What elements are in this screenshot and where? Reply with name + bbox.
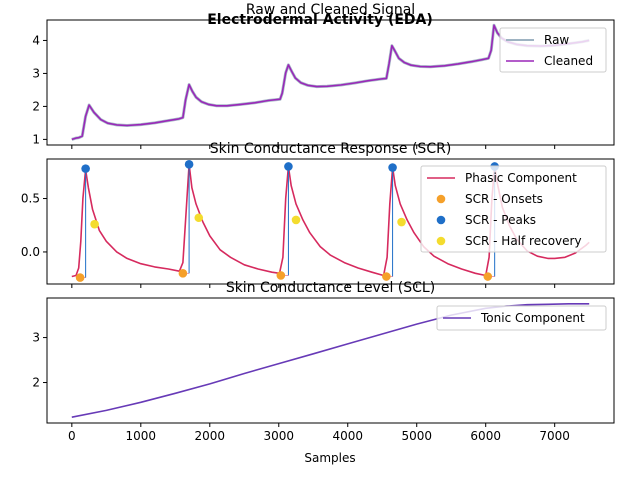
x-tick-label: 5000 bbox=[401, 429, 432, 443]
panel-title: Raw and Cleaned Signal bbox=[246, 2, 415, 18]
x-tick-label: 3000 bbox=[263, 429, 294, 443]
x-tick-label: 1000 bbox=[126, 429, 157, 443]
x-tick-label: 2000 bbox=[195, 429, 226, 443]
legend-label: SCR - Peaks bbox=[465, 213, 536, 227]
marker-scr-half-recovery bbox=[194, 213, 204, 223]
x-tick-label: 6000 bbox=[470, 429, 501, 443]
legend-swatch-dot bbox=[436, 215, 446, 225]
marker-scr-half-recovery bbox=[90, 219, 99, 229]
x-tick-label: 7000 bbox=[539, 429, 570, 443]
legend-box bbox=[420, 165, 607, 253]
legend: Tonic Component bbox=[436, 305, 607, 331]
x-axis-label: Samples bbox=[304, 451, 355, 465]
panel-title: Skin Conductance Response (SCR) bbox=[210, 141, 452, 157]
panel-3: Skin Conductance Level (SCL) 2 3 0 1000 2000 3… bbox=[32, 280, 615, 443]
legend-label: Tonic Component bbox=[480, 311, 585, 325]
y-tick-label: 4 bbox=[32, 33, 40, 47]
axes-frame bbox=[46, 19, 615, 146]
y-tick-label: 3 bbox=[32, 331, 40, 345]
y-tick-label: 2 bbox=[32, 99, 40, 113]
x-tick-label: 4000 bbox=[332, 429, 363, 443]
marker-scr-peaks bbox=[388, 163, 397, 172]
axes-frame bbox=[46, 297, 615, 424]
legend-label: SCR - Half recovery bbox=[465, 234, 582, 248]
marker-scr-onsets bbox=[178, 269, 188, 278]
legend-label: Cleaned bbox=[544, 54, 593, 68]
marker-scr-half-recovery bbox=[397, 217, 406, 227]
marker-scr-peaks bbox=[184, 160, 194, 169]
axes-frame bbox=[46, 158, 615, 285]
panel-2: Skin Conductance Response (SCR) 0.0 0.5 Pha… bbox=[21, 141, 615, 288]
axes-root: Raw and Cleaned Signal 1 2 3 4 Raw Cleaned Skin… bbox=[21, 2, 615, 443]
legend: Phasic Component SCR - Onsets SCR - Peaks S… bbox=[420, 165, 607, 253]
series-line-cleaned bbox=[71, 24, 590, 141]
y-tick-label: 1 bbox=[32, 132, 40, 146]
y-tick-label: 0.0 bbox=[21, 245, 40, 259]
panel-title: Skin Conductance Level (SCL) bbox=[226, 280, 435, 296]
series-line-tonic-component bbox=[71, 303, 590, 418]
marker-scr-peaks bbox=[81, 164, 90, 173]
figure-suptitle: Electrodermal Activity (EDA) bbox=[207, 12, 433, 28]
legend-swatch-dot bbox=[436, 194, 446, 204]
y-tick-label: 3 bbox=[32, 66, 40, 80]
legend-swatch-dot bbox=[436, 236, 446, 246]
plot-area bbox=[71, 23, 590, 141]
panel-1: Raw and Cleaned Signal 1 2 3 4 Raw Cleaned bbox=[32, 2, 615, 149]
marker-scr-onsets bbox=[382, 272, 391, 281]
marker-scr-onsets bbox=[483, 272, 493, 281]
x-tick-label: 0 bbox=[68, 429, 76, 443]
marker-scr-onsets bbox=[75, 273, 85, 282]
plot-area bbox=[71, 303, 590, 418]
marker-scr-onsets bbox=[276, 271, 286, 280]
legend-label: Raw bbox=[544, 33, 569, 47]
marker-scr-peaks bbox=[284, 162, 293, 171]
y-tick-label: 2 bbox=[32, 376, 40, 390]
legend: Raw Cleaned bbox=[499, 27, 607, 73]
legend-label: SCR - Onsets bbox=[465, 192, 543, 206]
y-tick-label: 0.5 bbox=[21, 192, 40, 206]
legend-box bbox=[436, 305, 607, 331]
marker-scr-half-recovery bbox=[291, 215, 301, 225]
legend-label: Phasic Component bbox=[465, 171, 577, 185]
